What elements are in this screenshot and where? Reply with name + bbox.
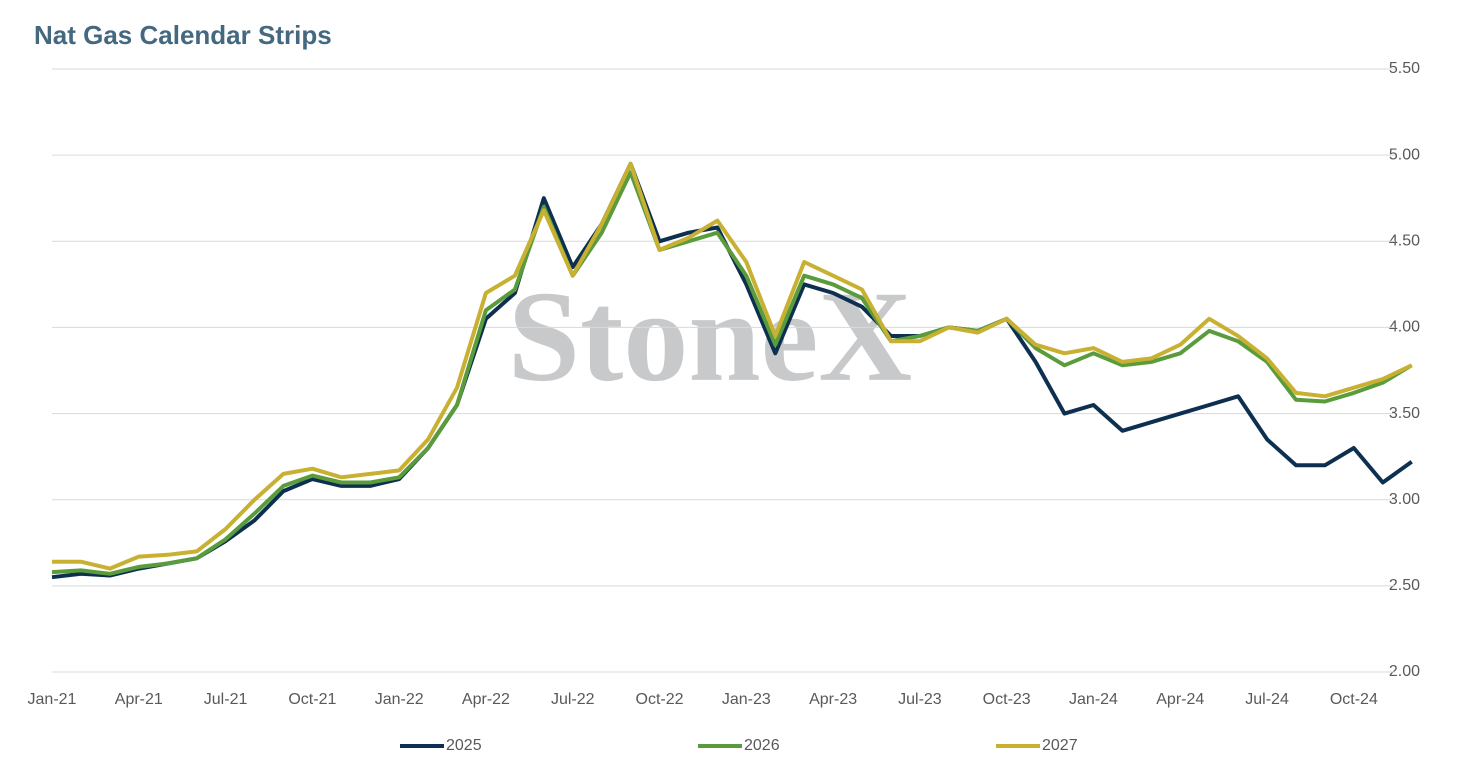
y-tick-label: 5.50 bbox=[1389, 60, 1420, 77]
x-tick-label: Oct-21 bbox=[288, 691, 336, 708]
y-tick-label: 3.00 bbox=[1389, 491, 1420, 508]
y-tick-label: 2.00 bbox=[1389, 663, 1420, 680]
x-tick-label: Jan-21 bbox=[28, 691, 77, 708]
y-tick-label: 4.50 bbox=[1389, 233, 1420, 250]
x-tick-label: Apr-21 bbox=[115, 691, 163, 708]
legend-label: 2025 bbox=[446, 737, 482, 754]
x-tick-label: Jan-24 bbox=[1069, 691, 1118, 708]
x-tick-label: Jul-24 bbox=[1245, 691, 1289, 708]
series-line bbox=[52, 161, 1413, 571]
x-tick-label: Oct-23 bbox=[983, 691, 1031, 708]
x-tick-label: Jul-22 bbox=[551, 691, 595, 708]
y-tick-label: 5.00 bbox=[1389, 146, 1420, 163]
x-tick-label: Oct-22 bbox=[636, 691, 684, 708]
x-tick-label: Oct-24 bbox=[1330, 691, 1378, 708]
y-tick-label: 4.00 bbox=[1389, 319, 1420, 336]
chart-title: Nat Gas Calendar Strips bbox=[34, 20, 332, 50]
x-tick-label: Jul-23 bbox=[898, 691, 942, 708]
legend-label: 2027 bbox=[1042, 737, 1078, 754]
y-tick-label: 3.50 bbox=[1389, 405, 1420, 422]
x-tick-label: Apr-23 bbox=[809, 691, 857, 708]
x-tick-label: Apr-22 bbox=[462, 691, 510, 708]
x-tick-label: Jan-23 bbox=[722, 691, 771, 708]
x-tick-label: Apr-24 bbox=[1156, 691, 1204, 708]
series-line bbox=[51, 170, 1413, 576]
legend-label: 2026 bbox=[744, 737, 780, 754]
y-tick-label: 2.50 bbox=[1389, 577, 1420, 594]
x-tick-label: Jul-21 bbox=[204, 691, 248, 708]
x-tick-label: Jan-22 bbox=[375, 691, 424, 708]
